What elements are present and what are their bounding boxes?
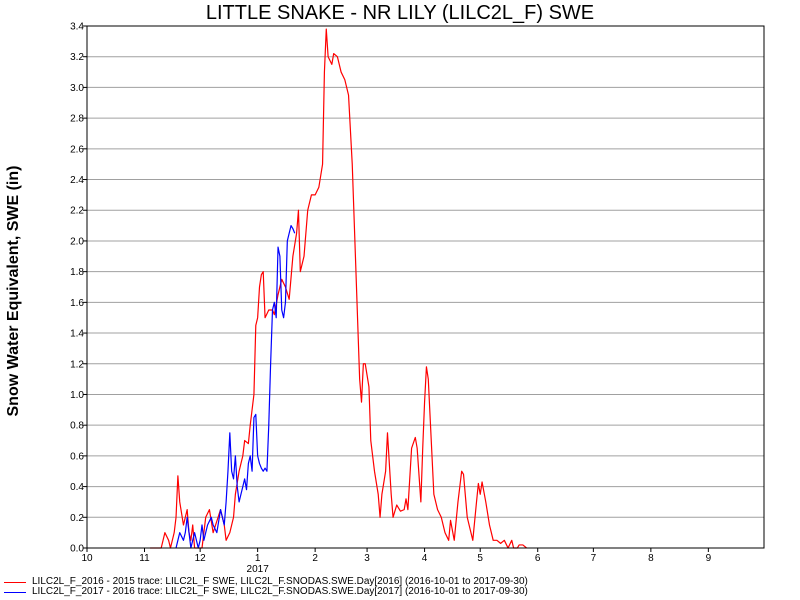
series-line-0 [150, 28, 527, 549]
y-tick-label: 3.4 [70, 22, 84, 33]
x-tick-label: 4 [422, 553, 428, 564]
x-tick-label: 6 [535, 553, 541, 564]
x-tick-label: 8 [648, 553, 654, 564]
legend: LILC2L_F_2016 - 2015 trace: LILC2L_F SWE… [4, 577, 528, 597]
legend-label-2017: LILC2L_F_2017 - 2016 trace: LILC2L_F SWE… [32, 586, 528, 597]
y-tick-label: 1.6 [70, 298, 84, 309]
y-tick-label: 3.2 [70, 52, 84, 63]
y-tick-label: 1.2 [70, 359, 84, 370]
y-tick-label: 0.2 [70, 513, 84, 524]
legend-entry-2016: LILC2L_F_2016 - 2015 trace: LILC2L_F SWE… [4, 577, 528, 587]
axis-ticks: 0.0 0.2 0.4 0.6 0.8 1.0 1.2 1.4 1.6 1.8 2.0 2.2 2.4 2… [70, 22, 711, 576]
x-tick-label: 9 [706, 553, 712, 564]
y-tick-label: 2.4 [70, 175, 84, 186]
plot-frame [86, 25, 765, 549]
x-tick-label: 1 [255, 553, 261, 564]
y-tick-label: 0.4 [70, 482, 84, 493]
y-tick-label: 2.8 [70, 114, 84, 125]
x-tick-label: 12 [195, 553, 207, 564]
y-tick-label: 0.0 [70, 544, 84, 555]
x-tick-label: 2 [312, 553, 318, 564]
x-tick-label: 11 [139, 553, 150, 564]
y-tick-label: 1.0 [70, 390, 84, 401]
chart-title: LITTLE SNAKE - NR LILY (LILC2L_F) SWE [205, 2, 595, 24]
y-tick-label: 0.6 [70, 451, 84, 462]
y-tick-label: 2.6 [70, 144, 84, 155]
y-tick-label: 2.0 [70, 236, 84, 247]
y-tick-label: 1.8 [70, 267, 84, 278]
x-tick-label: 3 [364, 553, 370, 564]
x-year-label: 2017 [247, 564, 270, 575]
y-tick-label: 2.2 [70, 206, 84, 217]
series-layer [150, 28, 527, 549]
legend-swatch-2016 [4, 581, 26, 583]
y-tick-label: 1.4 [70, 329, 84, 340]
y-tick-label: 3.0 [70, 83, 84, 94]
legend-label-2016: LILC2L_F_2016 - 2015 trace: LILC2L_F SWE… [32, 576, 528, 587]
x-tick-label: 10 [81, 553, 93, 564]
legend-swatch-2017 [4, 591, 26, 593]
series-line-1 [175, 224, 296, 549]
y-tick-label: 0.8 [70, 421, 84, 432]
grid-lines [87, 25, 764, 518]
legend-entry-2017: LILC2L_F_2017 - 2016 trace: LILC2L_F SWE… [4, 587, 528, 597]
x-tick-label: 5 [477, 553, 483, 564]
x-tick-label: 7 [591, 553, 597, 564]
